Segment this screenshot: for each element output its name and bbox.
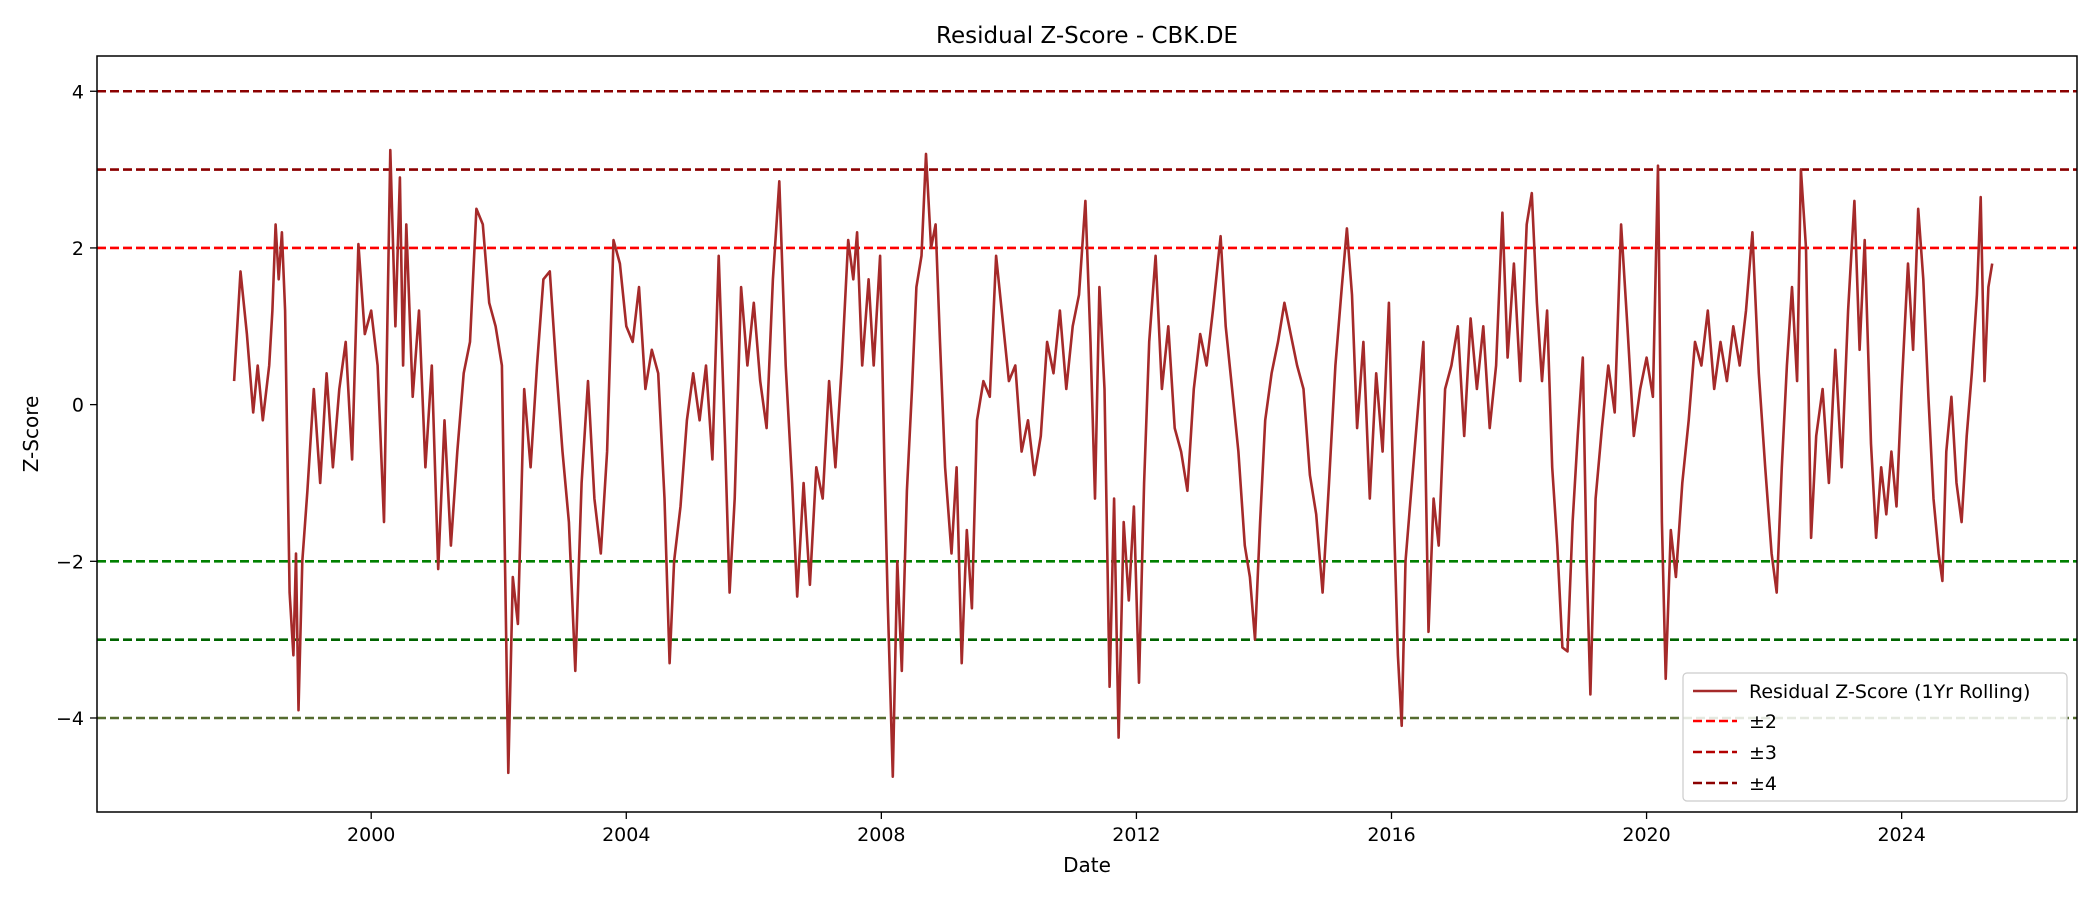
x-tick-label: 2008 — [857, 824, 905, 846]
legend-label-zscore: Residual Z-Score (1Yr Rolling) — [1749, 681, 2030, 703]
x-tick-label: 2012 — [1112, 824, 1160, 846]
y-tick-label: −4 — [56, 708, 84, 730]
y-tick-label: 0 — [72, 395, 84, 417]
plot-frame — [96, 55, 2078, 813]
x-tick-label: 2000 — [347, 824, 395, 846]
legend-label-2: ±2 — [1749, 711, 1777, 733]
y-axis-title: Z-Score — [19, 396, 43, 473]
zscore-series-line — [232, 148, 1994, 778]
x-tick-label: 2024 — [1877, 824, 1925, 846]
x-axis: 2000 2004 2008 2012 2016 2020 2024 — [347, 812, 1926, 846]
legend: Residual Z-Score (1Yr Rolling) ±2 ±3 ±4 — [1682, 672, 2068, 802]
legend-box — [1682, 672, 2068, 802]
y-axis: −4 −2 0 2 4 — [56, 81, 97, 730]
x-tick-label: 2020 — [1622, 824, 1670, 846]
chart-title: Residual Z-Score - CBK.DE — [936, 23, 1238, 49]
y-tick-label: 4 — [72, 81, 84, 103]
x-axis-title: Date — [1063, 853, 1111, 877]
x-tick-label: 2016 — [1367, 824, 1415, 846]
y-tick-label: −2 — [56, 551, 84, 573]
legend-label-3: ±3 — [1749, 742, 1777, 764]
y-tick-label: 2 — [72, 238, 84, 260]
legend-label-4: ±4 — [1749, 773, 1777, 795]
x-tick-label: 2004 — [602, 824, 650, 846]
threshold-lines — [97, 89, 2077, 720]
